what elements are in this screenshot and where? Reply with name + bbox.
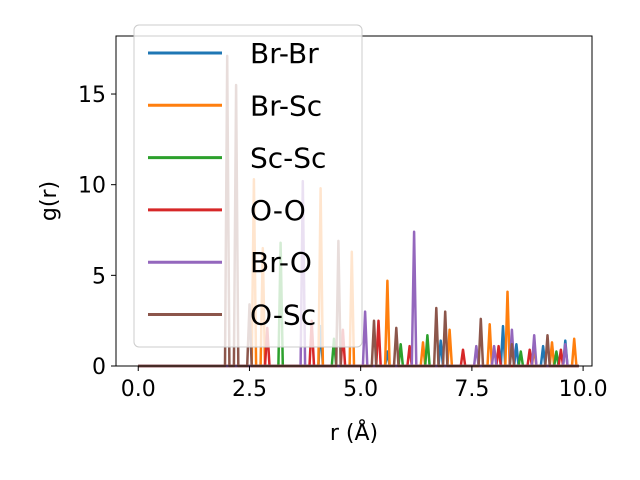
x-tick-label: 2.5 bbox=[232, 377, 267, 402]
legend-label-br-br: Br-Br bbox=[250, 37, 319, 70]
y-tick-label: 10 bbox=[78, 174, 106, 199]
y-tick-label: 0 bbox=[92, 355, 106, 380]
legend-label-br-sc: Br-Sc bbox=[250, 89, 322, 122]
y-axis-ticks: 0 5 10 15 bbox=[78, 83, 116, 380]
legend-label-o-o: O-O bbox=[250, 194, 306, 227]
x-tick-label: 0.0 bbox=[121, 377, 156, 402]
y-axis-label: g(r) bbox=[37, 181, 62, 221]
x-tick-label: 7.5 bbox=[454, 377, 489, 402]
legend-label-br-o: Br-O bbox=[250, 246, 312, 279]
legend-label-o-sc: O-Sc bbox=[250, 299, 316, 332]
x-axis-label: r (Å) bbox=[330, 419, 378, 446]
legend-label-sc-sc: Sc-Sc bbox=[250, 142, 326, 175]
legend: Br-Br Br-Sc Sc-Sc O-O Br-O O-Sc bbox=[133, 24, 363, 348]
y-tick-label: 5 bbox=[92, 264, 106, 289]
legend-box bbox=[133, 24, 363, 348]
x-axis-ticks: 0.0 2.5 5.0 7.5 10.0 bbox=[121, 366, 608, 402]
y-tick-label: 15 bbox=[78, 83, 106, 108]
x-tick-label: 10.0 bbox=[559, 377, 608, 402]
x-tick-label: 5.0 bbox=[343, 377, 378, 402]
